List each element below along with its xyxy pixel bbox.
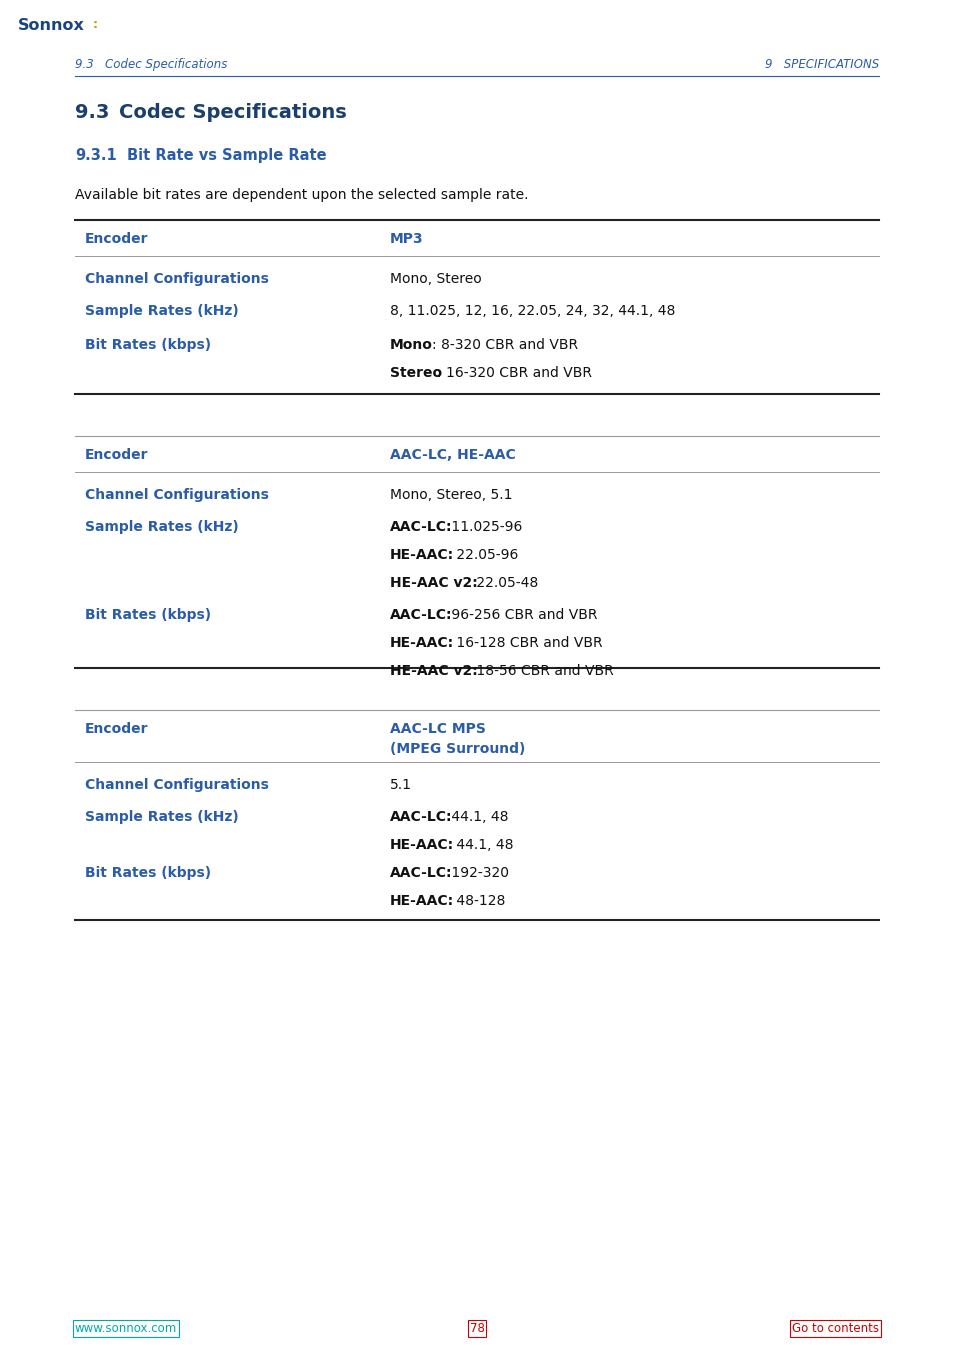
Text: Bit Rate vs Sample Rate: Bit Rate vs Sample Rate: [127, 148, 326, 163]
Text: Mono, Stereo: Mono, Stereo: [390, 271, 481, 286]
Text: Sample Rates (kHz): Sample Rates (kHz): [85, 810, 238, 824]
Text: Available bit rates are dependent upon the selected sample rate.: Available bit rates are dependent upon t…: [75, 188, 528, 202]
Text: Sonnox: Sonnox: [18, 18, 85, 32]
Text: 8, 11.025, 12, 16, 22.05, 24, 32, 44.1, 48: 8, 11.025, 12, 16, 22.05, 24, 32, 44.1, …: [390, 304, 675, 319]
Text: Bit Rates (kbps): Bit Rates (kbps): [85, 338, 211, 352]
Text: 9   SPECIFICATIONS: 9 SPECIFICATIONS: [764, 58, 878, 72]
Text: AAC-LC:: AAC-LC:: [390, 810, 452, 824]
Text: Channel Configurations: Channel Configurations: [85, 778, 269, 792]
Text: 9.3.1: 9.3.1: [75, 148, 116, 163]
Text: AAC-LC:: AAC-LC:: [390, 865, 452, 880]
Text: 78: 78: [469, 1322, 484, 1335]
Text: HE-AAC:: HE-AAC:: [390, 636, 454, 649]
Text: Mono: Mono: [390, 338, 433, 352]
Text: AAC-LC:: AAC-LC:: [390, 520, 452, 535]
Text: Mono, Stereo, 5.1: Mono, Stereo, 5.1: [390, 487, 512, 502]
Text: 9.3: 9.3: [75, 103, 110, 122]
Text: 44.1, 48: 44.1, 48: [452, 838, 513, 852]
Text: 96-256 CBR and VBR: 96-256 CBR and VBR: [447, 608, 597, 622]
Text: Channel Configurations: Channel Configurations: [85, 487, 269, 502]
Text: 48-128: 48-128: [452, 894, 505, 909]
Text: Codec Specifications: Codec Specifications: [119, 103, 346, 122]
Text: 22.05-96: 22.05-96: [452, 548, 517, 562]
Text: 44.1, 48: 44.1, 48: [447, 810, 508, 824]
Text: HE-AAC:: HE-AAC:: [390, 894, 454, 909]
Text: 192-320: 192-320: [447, 865, 509, 880]
Text: : 8-320 CBR and VBR: : 8-320 CBR and VBR: [432, 338, 578, 352]
Text: 11.025-96: 11.025-96: [447, 520, 522, 535]
Text: HE-AAC v2:: HE-AAC v2:: [390, 664, 477, 678]
Text: Sample Rates (kHz): Sample Rates (kHz): [85, 520, 238, 535]
Text: HE-AAC:: HE-AAC:: [390, 548, 454, 562]
Text: MP3: MP3: [390, 232, 423, 246]
Text: Sample Rates (kHz): Sample Rates (kHz): [85, 304, 238, 319]
Text: HE-AAC v2:: HE-AAC v2:: [390, 576, 477, 590]
Text: Channel Configurations: Channel Configurations: [85, 271, 269, 286]
Text: 18-56 CBR and VBR: 18-56 CBR and VBR: [472, 664, 613, 678]
Text: AAC-LC, HE-AAC: AAC-LC, HE-AAC: [390, 448, 516, 462]
Text: :: :: [92, 18, 98, 31]
Text: : 16-320 CBR and VBR: : 16-320 CBR and VBR: [436, 366, 592, 379]
Text: Encoder: Encoder: [85, 722, 149, 736]
Text: Bit Rates (kbps): Bit Rates (kbps): [85, 865, 211, 880]
Text: Encoder: Encoder: [85, 448, 149, 462]
Text: Encoder: Encoder: [85, 232, 149, 246]
Text: www.sonnox.com: www.sonnox.com: [75, 1322, 177, 1335]
Text: 5.1: 5.1: [390, 778, 412, 792]
Text: AAC-LC MPS: AAC-LC MPS: [390, 722, 485, 736]
Text: Bit Rates (kbps): Bit Rates (kbps): [85, 608, 211, 622]
Text: (MPEG Surround): (MPEG Surround): [390, 743, 525, 756]
Text: Stereo: Stereo: [390, 366, 441, 379]
Text: 16-128 CBR and VBR: 16-128 CBR and VBR: [452, 636, 602, 649]
Text: 22.05-48: 22.05-48: [472, 576, 537, 590]
Text: 9.3   Codec Specifications: 9.3 Codec Specifications: [75, 58, 227, 72]
Text: AAC-LC:: AAC-LC:: [390, 608, 452, 622]
Text: Go to contents: Go to contents: [791, 1322, 878, 1335]
Text: HE-AAC:: HE-AAC:: [390, 838, 454, 852]
